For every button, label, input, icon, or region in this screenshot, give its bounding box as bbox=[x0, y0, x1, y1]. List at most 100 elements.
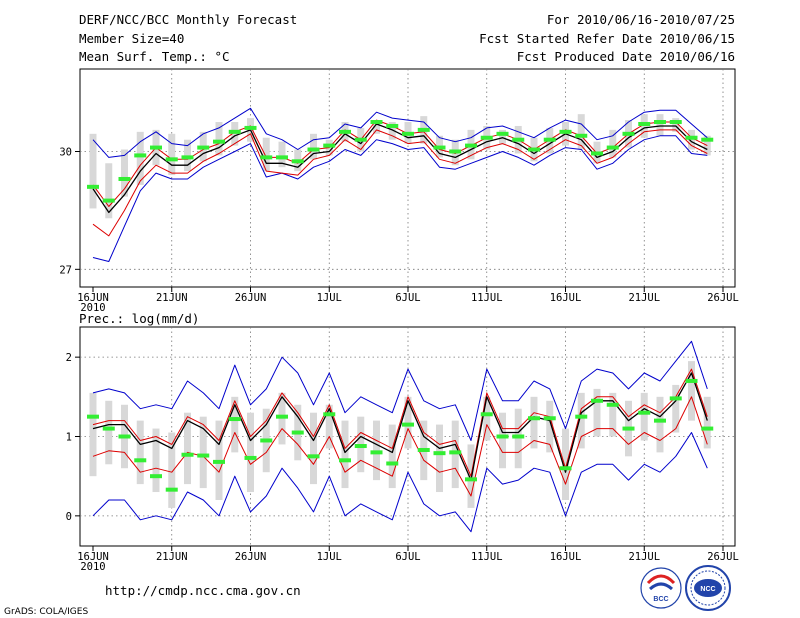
grads-credit: GrADS: COLA/IGES bbox=[4, 607, 88, 617]
temp-x-tick-label: 16JUL bbox=[550, 292, 582, 304]
temp-frame bbox=[79, 68, 736, 288]
temp-median-marker bbox=[559, 129, 572, 134]
prec-lower-spread-line bbox=[92, 396, 708, 497]
prec-median-marker bbox=[339, 458, 351, 463]
temp-median-marker bbox=[402, 131, 414, 136]
prec-median-marker bbox=[465, 477, 477, 482]
prec-median-marker bbox=[417, 447, 430, 452]
prec-median-marker bbox=[433, 451, 446, 456]
temp-year-label: 2010 bbox=[80, 302, 105, 314]
prec-spread-box bbox=[672, 384, 680, 433]
temp-median-marker bbox=[228, 129, 241, 134]
prec-spread-box bbox=[89, 392, 97, 477]
prec-median-marker bbox=[323, 412, 336, 417]
prec-median-marker bbox=[512, 434, 525, 439]
prec-spread-box bbox=[325, 404, 333, 449]
temp-x-tick-label: 16JUN bbox=[77, 292, 109, 304]
prec-x-tick-label: 16JUN bbox=[77, 551, 109, 563]
prec-median-marker bbox=[228, 417, 241, 422]
temp-spread-box bbox=[168, 133, 176, 176]
temp-spread-box bbox=[373, 120, 380, 134]
prec-median-marker bbox=[543, 416, 556, 421]
prec-spread-box bbox=[483, 396, 491, 441]
temp-median-marker bbox=[591, 151, 603, 156]
prec-upper-spread-line bbox=[92, 368, 708, 477]
temp-median-marker bbox=[370, 120, 383, 125]
bcc-logo-icon: BCC bbox=[640, 567, 682, 609]
temp-median-marker bbox=[685, 135, 698, 140]
prec-median-marker bbox=[622, 426, 635, 431]
prec-spread-box bbox=[703, 396, 711, 449]
temp-median-marker bbox=[213, 139, 225, 144]
prec-spread-box bbox=[640, 392, 648, 441]
prec-spread-box bbox=[168, 432, 176, 508]
prec-spread-box bbox=[656, 396, 664, 453]
temp-x-tick-label: 1JUL bbox=[317, 292, 342, 304]
prec-spread-box bbox=[499, 412, 506, 469]
prec-median-marker bbox=[386, 461, 399, 466]
temp-spread-box bbox=[577, 114, 585, 150]
refer-date: Fcst Started Refer Date 2010/06/15 bbox=[479, 31, 735, 46]
prec-median-marker bbox=[118, 434, 131, 439]
prec-median-marker bbox=[134, 458, 147, 463]
prec-x-tick-label: 26JUL bbox=[707, 551, 739, 563]
prec-median-marker bbox=[591, 398, 603, 403]
temp-median-marker bbox=[433, 145, 446, 150]
temp-median-marker bbox=[244, 125, 257, 130]
prec-spread-box bbox=[247, 412, 254, 493]
prec-median-marker bbox=[638, 410, 651, 415]
prec-median-marker bbox=[197, 453, 210, 458]
prec-x-tick-label: 21JUN bbox=[156, 551, 188, 563]
temp-median-marker bbox=[638, 121, 651, 126]
temp-median-marker bbox=[622, 131, 635, 136]
prec-median-marker bbox=[480, 412, 493, 417]
prec-median-marker bbox=[87, 414, 99, 419]
prec-spread-box bbox=[341, 420, 349, 489]
prec-x-tick-label: 1JUL bbox=[317, 551, 342, 563]
temp-spread-box bbox=[136, 131, 144, 185]
temp-x-tick-label: 21JUL bbox=[628, 292, 660, 304]
member-size-label: Member Size=40 bbox=[79, 31, 184, 46]
bcc-logo-text: BCC bbox=[653, 596, 668, 603]
prec-median-marker bbox=[559, 466, 572, 471]
temp-median-marker bbox=[512, 137, 525, 142]
prec-spread-box bbox=[609, 392, 617, 437]
temp-median-marker bbox=[102, 198, 115, 203]
temp-spread-box bbox=[89, 133, 97, 209]
temp-median-marker bbox=[165, 157, 178, 162]
prec-median-marker bbox=[260, 438, 273, 443]
temp-spread-box bbox=[262, 137, 270, 172]
temp-median-marker bbox=[197, 145, 210, 150]
prec-median-marker bbox=[213, 459, 225, 464]
prec-spread-box bbox=[152, 428, 160, 493]
temp-spread-box bbox=[672, 118, 680, 132]
temp-median-marker bbox=[654, 120, 666, 125]
temp-spread-box bbox=[310, 133, 317, 160]
prec-spread-box bbox=[388, 424, 396, 489]
temp-median-marker bbox=[354, 137, 367, 142]
produced-date: Fcst Produced Date 2010/06/16 bbox=[517, 49, 735, 64]
temp-spread-box bbox=[609, 129, 617, 158]
temp-spread-box bbox=[278, 141, 286, 168]
prec-ensemble-mean-line bbox=[92, 372, 708, 481]
temp-median-marker bbox=[575, 133, 588, 138]
prec-median-marker bbox=[165, 487, 178, 492]
temp-median-marker bbox=[496, 131, 509, 136]
temp-median-marker bbox=[260, 155, 273, 160]
prec-median-marker bbox=[276, 414, 288, 419]
prec-median-marker bbox=[181, 452, 194, 457]
temp-median-marker bbox=[291, 159, 304, 164]
prec-y-tick-label: 1 bbox=[66, 432, 72, 444]
prec-median-marker bbox=[291, 430, 304, 435]
prec-spread-box bbox=[530, 396, 538, 449]
prec-x-tick-label: 6JUL bbox=[395, 551, 420, 563]
precip-panel-title: Prec.: log(mm/d) bbox=[79, 311, 199, 326]
temp-median-marker bbox=[417, 127, 430, 132]
temp-x-tick-label: 26JUN bbox=[235, 292, 267, 304]
temp-x-tick-label: 6JUL bbox=[395, 292, 420, 304]
prec-spread-box bbox=[436, 424, 443, 493]
temp-median-marker bbox=[276, 155, 288, 160]
figure-title: DERF/NCC/BCC Monthly Forecast bbox=[79, 12, 297, 27]
prec-median-marker bbox=[575, 414, 588, 419]
prec-spread-box bbox=[136, 420, 144, 485]
